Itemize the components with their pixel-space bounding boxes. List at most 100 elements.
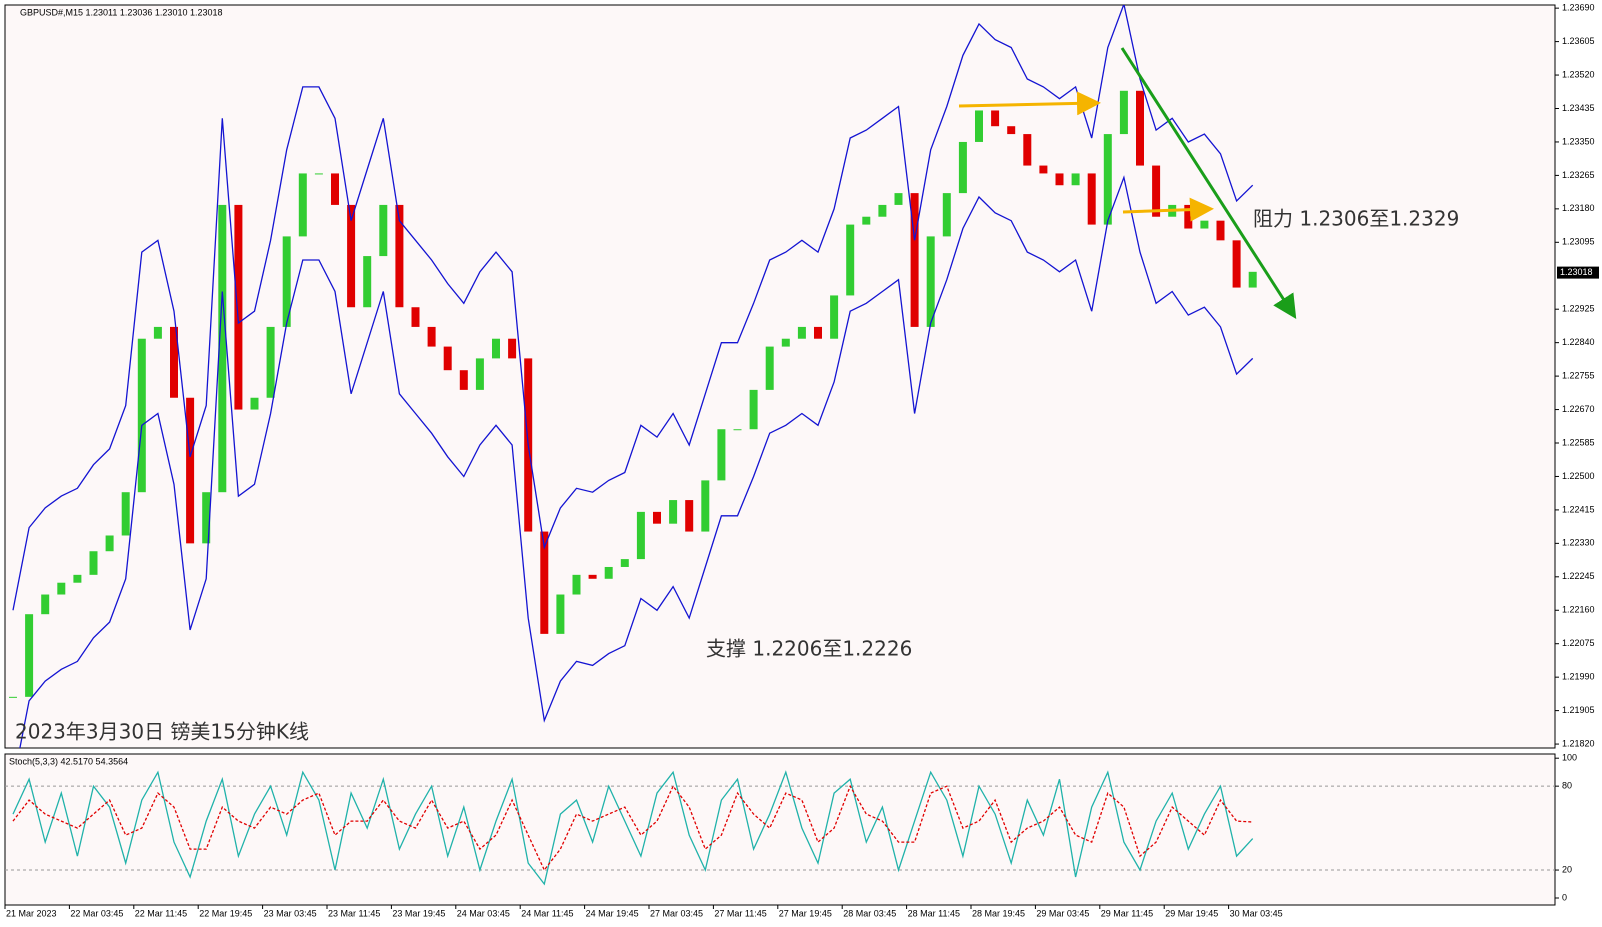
series-line — [12, 770, 1254, 886]
x-tick-label: 22 Mar 19:45 — [199, 908, 252, 918]
price-bar — [1039, 165, 1048, 174]
y-tick-label: 1.21905 — [1562, 705, 1595, 715]
price-bar — [701, 480, 710, 532]
y-tick-label: 1.23520 — [1562, 69, 1595, 79]
price-bar — [282, 236, 291, 327]
main-plot — [9, 5, 1257, 748]
price-bar — [1087, 173, 1096, 225]
price-bar — [1184, 204, 1193, 229]
x-tick-label: 22 Mar 11:45 — [135, 908, 187, 918]
y-tick-label: 1.22925 — [1562, 304, 1595, 314]
price-bar — [685, 500, 694, 532]
price-bar — [653, 511, 661, 524]
y-tick-label: 1.22245 — [1562, 571, 1595, 581]
price-bar — [411, 307, 420, 327]
price-bar — [749, 389, 758, 430]
price-bar — [926, 236, 935, 327]
price-bar — [73, 574, 82, 583]
series-line — [12, 5, 1254, 611]
annotation: 2023年3月30日 镑美15分钟K线 — [15, 720, 309, 744]
x-tick-label: 29 Mar 19:45 — [1165, 908, 1218, 918]
price-bar — [1119, 90, 1128, 135]
price-bar — [266, 326, 275, 398]
price-bar — [395, 204, 404, 308]
x-tick-label: 23 Mar 03:45 — [264, 908, 317, 918]
series-line — [19, 175, 1254, 748]
y-tick-label: 1.21990 — [1562, 672, 1595, 682]
price-bar — [427, 326, 436, 347]
resistance-arrow — [958, 91, 1101, 116]
y-tick-label: 1.22670 — [1562, 404, 1595, 414]
price-bar — [878, 204, 887, 217]
y-tick-label: 1.23095 — [1562, 237, 1595, 247]
price-bar — [379, 204, 388, 257]
y-tick-label: 0 — [1562, 892, 1567, 902]
x-tick-label: 24 Mar 11:45 — [521, 908, 573, 918]
x-tick-label: 28 Mar 19:45 — [972, 908, 1025, 918]
price-bar — [218, 204, 227, 493]
panel-title: GBPUSD#,M15 1.23011 1.23036 1.23010 1.23… — [20, 7, 223, 17]
price-bar — [57, 582, 66, 595]
y-tick-label: 1.22755 — [1562, 370, 1595, 380]
y-tick-label: 1.21820 — [1562, 738, 1595, 748]
price-bar — [25, 614, 34, 697]
price-bar — [942, 193, 951, 237]
price-bar — [475, 358, 484, 390]
x-tick-label: 22 Mar 03:45 — [70, 908, 123, 918]
price-bar — [492, 338, 500, 359]
price-bar — [669, 500, 678, 524]
x-tick-label: 24 Mar 19:45 — [586, 908, 639, 918]
price-bar — [121, 492, 130, 536]
price-bar — [862, 216, 871, 225]
y-tick-label: 1.23690 — [1562, 3, 1595, 13]
price-bar — [186, 397, 195, 544]
price-bar — [894, 193, 903, 205]
y-tick-label: 1.22585 — [1562, 437, 1595, 447]
price-bar — [9, 696, 17, 698]
x-tick-label: 28 Mar 03:45 — [843, 908, 896, 918]
price-bar — [1136, 90, 1144, 166]
last-price-label: 1.23018 — [1560, 267, 1593, 277]
price-bar — [1103, 134, 1112, 225]
price-bar — [846, 224, 855, 296]
main-panel — [4, 4, 1556, 749]
x-tick-label: 27 Mar 03:45 — [650, 908, 703, 918]
resistance-arrow — [1122, 197, 1214, 222]
price-bar — [572, 574, 581, 595]
price-bar — [975, 110, 983, 142]
last-price-marker — [1557, 266, 1599, 279]
price-bar — [540, 531, 549, 634]
price-bar — [202, 492, 211, 544]
x-tick-label: 21 Mar 2023 — [6, 908, 57, 918]
y-tick-label: 100 — [1562, 753, 1577, 763]
price-bar — [620, 559, 629, 567]
price-bar — [443, 346, 452, 371]
stoch-panel — [4, 753, 1556, 906]
price-bar — [250, 397, 259, 410]
price-bar — [331, 173, 339, 205]
price-bar — [781, 338, 790, 347]
y-tick-label: 80 — [1562, 781, 1572, 791]
price-bar — [733, 429, 742, 431]
price-bar — [137, 338, 146, 493]
price-bar — [105, 535, 114, 552]
price-bar — [153, 326, 162, 339]
price-bar — [363, 256, 372, 308]
y-tick-label: 1.22160 — [1562, 605, 1595, 615]
price-bar — [910, 193, 919, 327]
price-bar — [508, 338, 517, 359]
price-bar — [814, 326, 822, 339]
y-tick-label: 1.23180 — [1562, 203, 1595, 213]
price-bar — [234, 204, 243, 410]
price-bar — [1152, 165, 1161, 217]
y-tick-label: 1.23350 — [1562, 136, 1595, 146]
price-bar — [958, 141, 967, 194]
x-tick-label: 29 Mar 03:45 — [1036, 908, 1089, 918]
price-bar — [347, 204, 356, 308]
x-tick-label: 24 Mar 03:45 — [457, 908, 510, 918]
y-tick-label: 1.23265 — [1562, 170, 1595, 180]
price-bar — [830, 295, 839, 339]
y-tick-label: 1.22840 — [1562, 337, 1595, 347]
annotation: 支撑 1.2206至1.2226 — [706, 637, 912, 661]
